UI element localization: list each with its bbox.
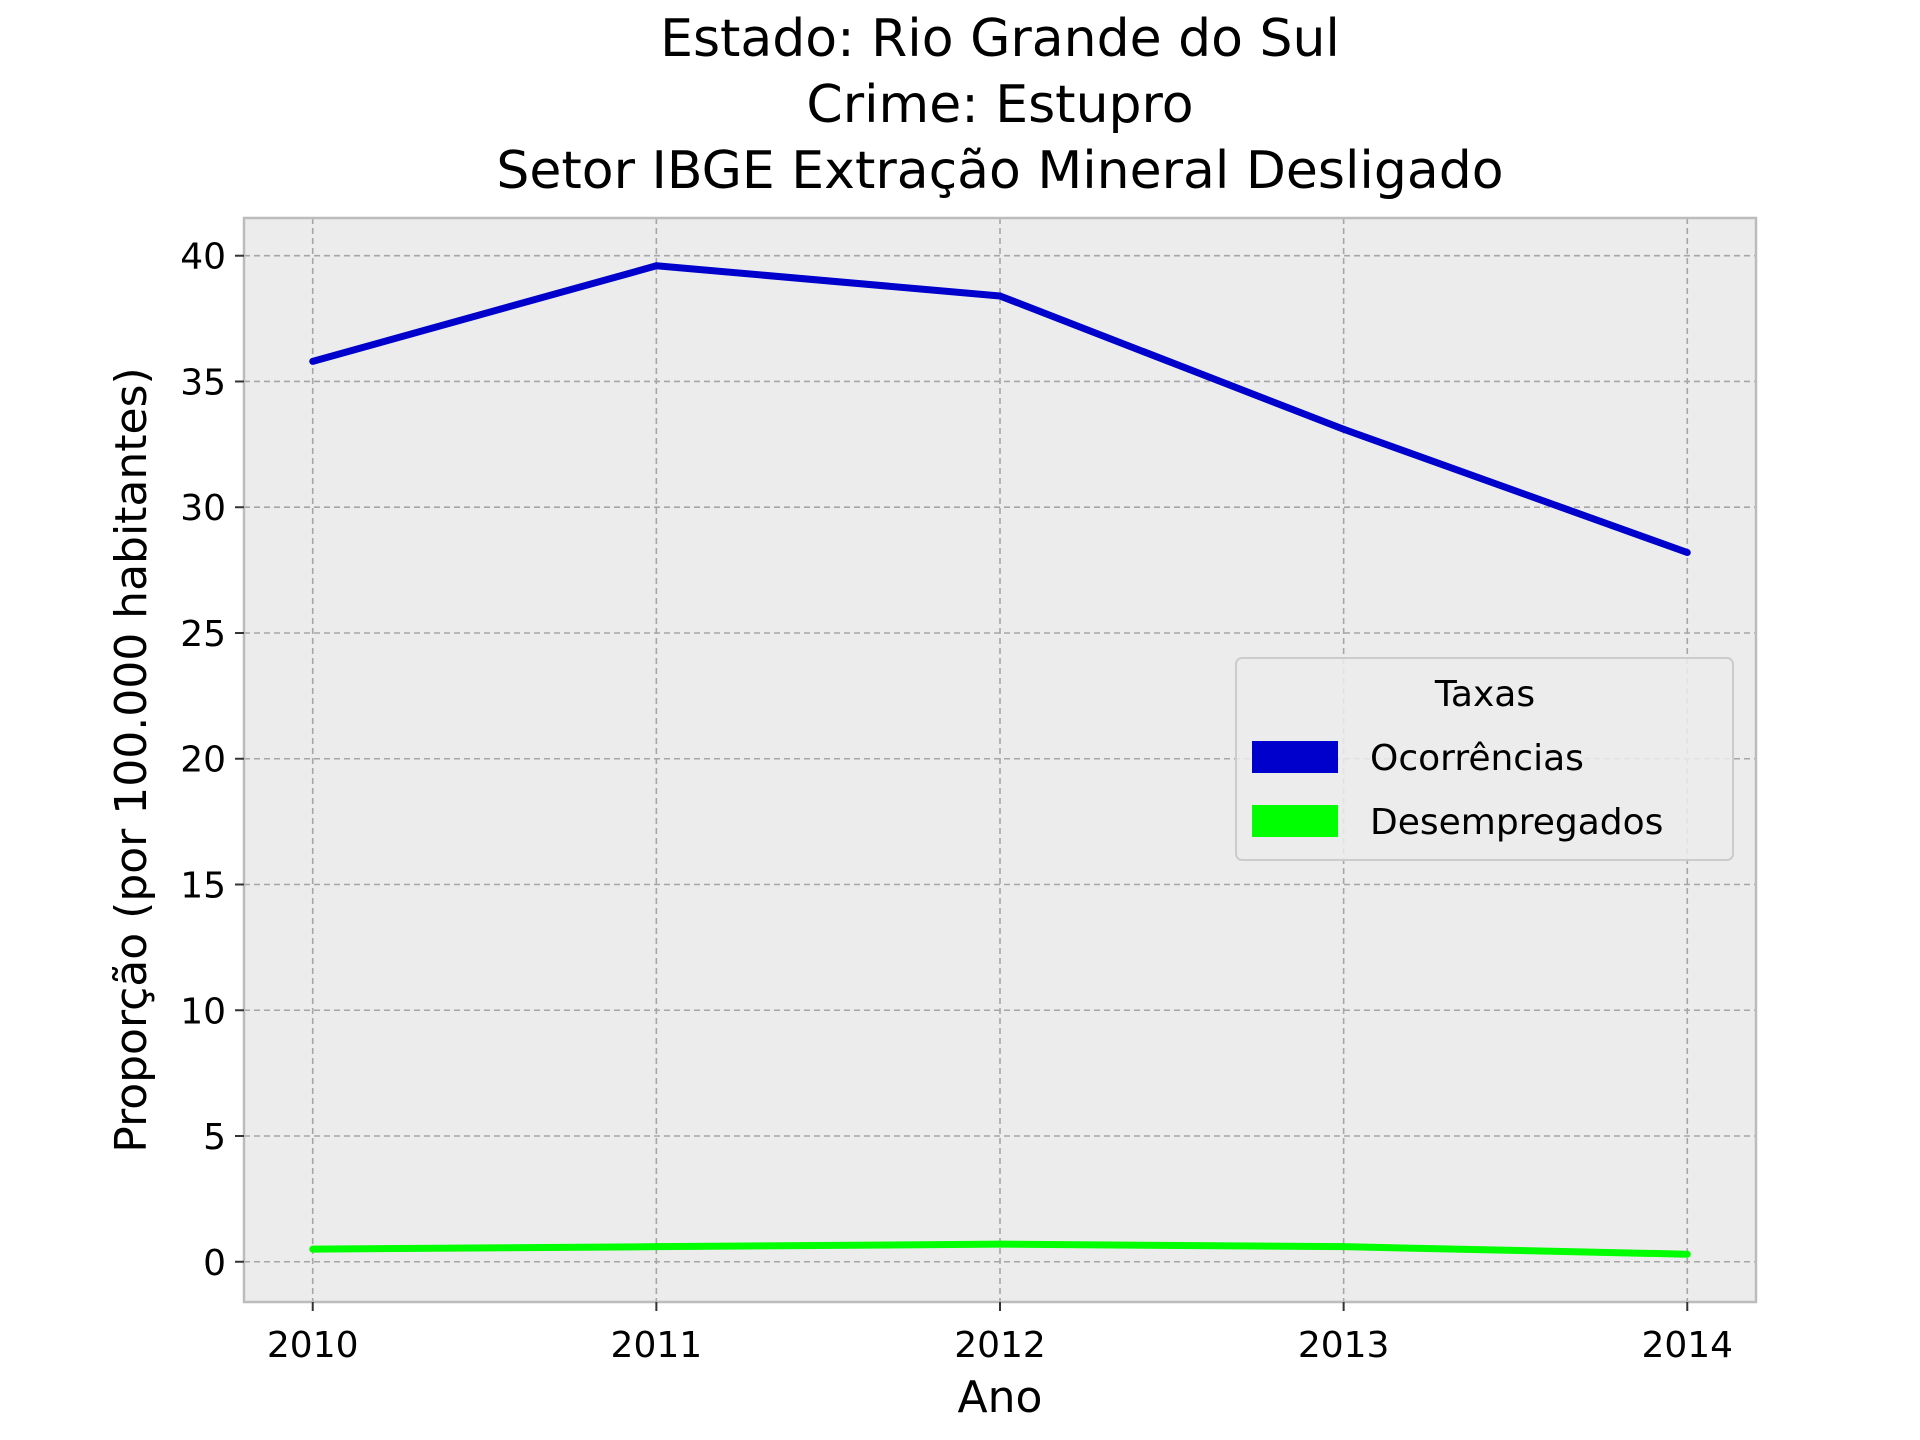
chart-title-line-3: Setor IBGE Extração Mineral Desligado [496, 141, 1503, 201]
x-tick-label: 2013 [1298, 1325, 1390, 1366]
y-tick-label: 30 [180, 488, 226, 529]
legend-swatch [1252, 741, 1338, 773]
x-axis-label: Ano [958, 1372, 1043, 1423]
legend-swatch [1252, 805, 1338, 837]
x-tick-label: 2014 [1641, 1325, 1733, 1366]
data-point [652, 1243, 660, 1251]
chart-title-line-2: Crime: Estupro [806, 75, 1193, 135]
y-tick-label: 0 [203, 1243, 226, 1284]
chart-title-line-1: Estado: Rio Grande do Sul [660, 9, 1340, 69]
legend-box [1235, 657, 1734, 861]
y-tick-label: 5 [203, 1117, 226, 1158]
data-point [309, 1245, 317, 1253]
data-point [1683, 549, 1691, 557]
y-tick-label: 40 [180, 237, 226, 278]
data-point [1340, 425, 1348, 433]
x-tick-label: 2012 [954, 1325, 1046, 1366]
data-point [652, 262, 660, 270]
y-tick-label: 20 [180, 740, 226, 781]
series-lines [309, 262, 1691, 1258]
y-tick-label: 25 [180, 614, 226, 655]
y-axis-ticks: 0 5 10 15 20 25 30 35 40 [180, 237, 244, 1284]
legend-entry: Ocorrências [1370, 738, 1584, 779]
legend-title: Taxas [1434, 674, 1535, 715]
legend: Taxas Ocorrências Desempregados [1235, 657, 1734, 861]
data-point [1683, 1250, 1691, 1258]
legend-entry: Desempregados [1370, 802, 1663, 843]
y-axis-label: Proporção (por 100.000 habitantes) [106, 367, 157, 1152]
x-tick-label: 2011 [611, 1325, 703, 1366]
y-tick-label: 10 [180, 991, 226, 1032]
y-tick-label: 15 [180, 865, 226, 906]
data-point [309, 357, 317, 365]
chart-title: Estado: Rio Grande do Sul Crime: Estupro… [496, 9, 1503, 201]
y-tick-label: 35 [180, 362, 226, 403]
x-axis-ticks: 2010 2011 2012 2013 2014 [267, 1302, 1733, 1366]
x-tick-label: 2010 [267, 1325, 359, 1366]
data-point [996, 1240, 1004, 1248]
data-point [996, 292, 1004, 300]
data-point [1340, 1243, 1348, 1251]
